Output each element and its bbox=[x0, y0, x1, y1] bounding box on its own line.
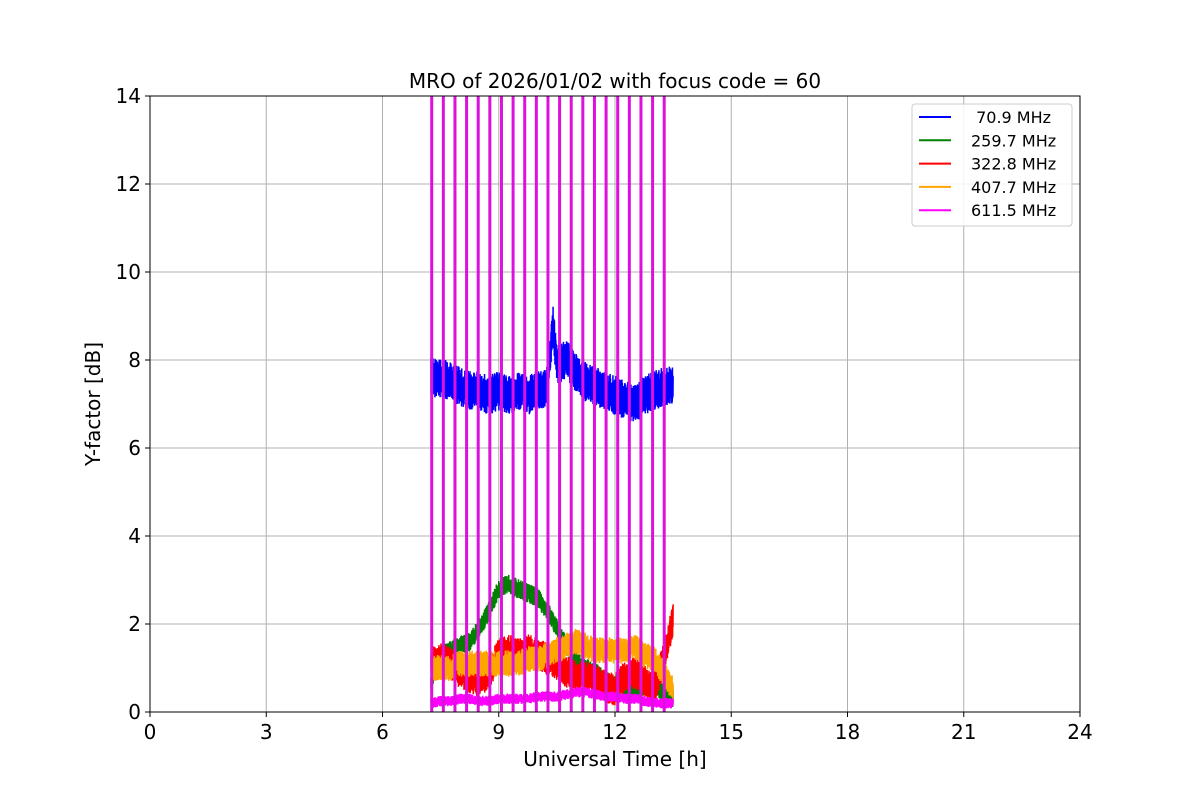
y-tick-label: 2 bbox=[128, 612, 141, 636]
legend-label: 322.8 MHz bbox=[971, 155, 1056, 174]
series-line bbox=[430, 628, 674, 701]
x-tick-label: 9 bbox=[492, 720, 505, 744]
legend-label: 259.7 MHz bbox=[971, 131, 1056, 150]
x-tick-label: 3 bbox=[260, 720, 273, 744]
legend-label: 70.9 MHz bbox=[971, 108, 1051, 127]
x-tick-label: 15 bbox=[719, 720, 744, 744]
series-line bbox=[430, 306, 674, 422]
legend-label: 611.5 MHz bbox=[971, 201, 1056, 220]
y-axis-label: Y-factor [dB] bbox=[81, 342, 105, 467]
legend-box bbox=[911, 103, 1073, 227]
y-tick-label: 0 bbox=[128, 700, 141, 724]
y-tick-label: 10 bbox=[116, 260, 141, 284]
y-tick-label: 8 bbox=[128, 348, 141, 372]
legend: 70.9 MHz 259.7 MHz 322.8 MHz 407.7 MHz 611.5… bbox=[911, 103, 1073, 227]
y-tick-label: 6 bbox=[128, 436, 141, 460]
series-line bbox=[430, 574, 674, 707]
y-tick-label: 12 bbox=[116, 172, 141, 196]
legend-label: 407.7 MHz bbox=[971, 178, 1056, 197]
chart-title: MRO of 2026/01/02 with focus code = 60 bbox=[409, 69, 821, 93]
y-tick-label: 14 bbox=[116, 84, 141, 108]
x-tick-label: 0 bbox=[144, 720, 157, 744]
x-tick-label: 24 bbox=[1067, 720, 1092, 744]
y-tick-label: 4 bbox=[128, 524, 141, 548]
x-tick-label: 18 bbox=[835, 720, 860, 744]
x-tick-label: 6 bbox=[376, 720, 389, 744]
series-line bbox=[430, 687, 674, 709]
x-tick-label: 21 bbox=[951, 720, 976, 744]
x-axis-label: Universal Time [h] bbox=[523, 747, 706, 771]
series-layer bbox=[430, 96, 674, 712]
x-tick-label: 12 bbox=[602, 720, 627, 744]
